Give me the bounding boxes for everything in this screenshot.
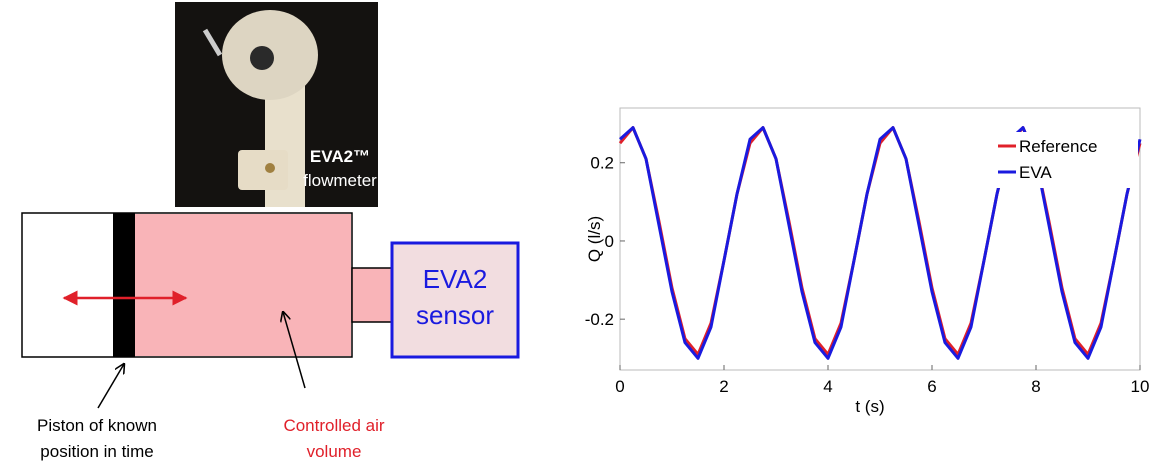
sensor-label: sensor <box>416 300 494 330</box>
legend-box <box>992 132 1138 188</box>
legend-label: EVA <box>1019 163 1052 182</box>
legend-label: Reference <box>1019 137 1097 156</box>
diagram: EVA2 sensor Piston of known position in … <box>21 212 520 461</box>
piston-label: Piston of known <box>37 416 157 435</box>
y-tick-label: 0 <box>605 232 614 251</box>
y-tick-label: -0.2 <box>585 310 614 329</box>
y-axis-label: Q (l/s) <box>585 216 604 262</box>
photo: EVA2™ flowmeter <box>175 2 378 207</box>
x-tick-label: 0 <box>615 377 624 396</box>
series-line <box>618 126 1142 360</box>
volume-label: Controlled air <box>283 416 384 435</box>
volume-label: volume <box>307 442 362 461</box>
photo-caption: flowmeter <box>303 171 377 190</box>
x-tick-label: 6 <box>927 377 936 396</box>
x-axis-label: t (s) <box>855 397 884 416</box>
piston-label: position in time <box>40 442 153 461</box>
sensor-label: EVA2 <box>423 264 488 294</box>
x-tick-label: 8 <box>1031 377 1040 396</box>
plot-frame <box>619 107 1141 371</box>
chart: -0.2 0 0.2 0 2 4 6 8 10 t (s) Q (l/s) Reference EVA <box>585 107 1150 416</box>
x-tick-label: 4 <box>823 377 832 396</box>
x-tick-label: 10 <box>1131 377 1150 396</box>
photo-title: EVA2™ <box>310 147 370 166</box>
x-tick-label: 2 <box>719 377 728 396</box>
y-tick-label: 0.2 <box>590 154 614 173</box>
